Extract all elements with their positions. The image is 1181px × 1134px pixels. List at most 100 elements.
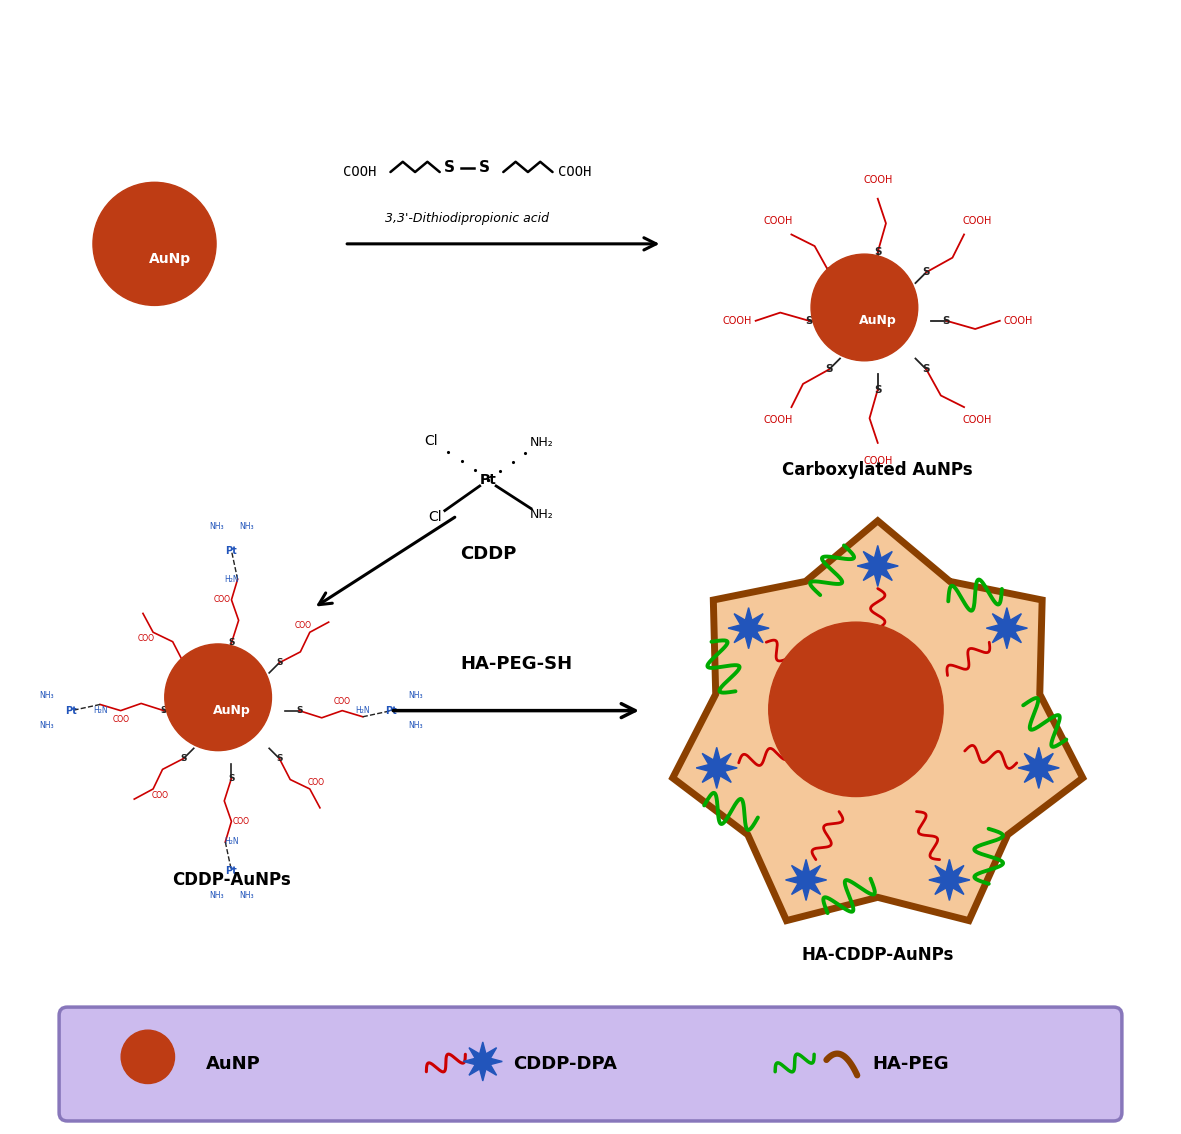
Circle shape	[111, 201, 205, 295]
Polygon shape	[463, 1042, 502, 1081]
Circle shape	[154, 1063, 156, 1065]
Circle shape	[109, 197, 207, 296]
Circle shape	[96, 185, 214, 304]
Circle shape	[152, 1060, 156, 1065]
Text: COO: COO	[138, 634, 155, 643]
Circle shape	[150, 1059, 157, 1066]
Text: AuNp: AuNp	[859, 314, 896, 328]
Text: NH₃: NH₃	[409, 691, 423, 700]
Circle shape	[830, 683, 907, 760]
Circle shape	[821, 675, 912, 765]
Text: S: S	[228, 773, 235, 782]
Text: COOH: COOH	[764, 415, 794, 425]
Circle shape	[860, 713, 888, 742]
Circle shape	[136, 1044, 165, 1075]
Text: HA-PEG: HA-PEG	[873, 1055, 950, 1073]
Text: S: S	[826, 364, 833, 374]
Circle shape	[136, 226, 190, 280]
Circle shape	[852, 294, 894, 337]
Circle shape	[139, 228, 188, 278]
Circle shape	[118, 206, 201, 290]
Circle shape	[133, 1042, 168, 1076]
Circle shape	[839, 692, 901, 755]
Circle shape	[864, 718, 886, 739]
Text: COO: COO	[334, 697, 351, 705]
Circle shape	[142, 1050, 163, 1072]
Circle shape	[187, 666, 259, 738]
Circle shape	[834, 687, 903, 758]
Circle shape	[120, 210, 200, 289]
Circle shape	[864, 307, 886, 329]
Text: CDDP-AuNPs: CDDP-AuNPs	[172, 871, 291, 889]
Text: S: S	[181, 754, 187, 763]
Text: COOH: COOH	[342, 166, 377, 179]
Text: COOH: COOH	[1004, 315, 1033, 325]
Circle shape	[122, 1030, 175, 1083]
Circle shape	[142, 231, 187, 276]
Circle shape	[218, 697, 240, 719]
Text: COOH: COOH	[559, 166, 592, 179]
Circle shape	[123, 1032, 174, 1083]
Circle shape	[167, 256, 171, 261]
Circle shape	[200, 678, 250, 730]
Text: Pt: Pt	[479, 473, 496, 486]
Polygon shape	[729, 608, 769, 649]
Polygon shape	[857, 545, 899, 586]
Circle shape	[189, 668, 257, 736]
Text: COOH: COOH	[723, 315, 752, 325]
Circle shape	[149, 238, 183, 272]
Text: S: S	[161, 706, 167, 716]
Text: H₂N: H₂N	[93, 706, 107, 716]
Circle shape	[178, 658, 263, 743]
Circle shape	[99, 188, 213, 302]
Text: S: S	[479, 160, 490, 176]
Circle shape	[803, 657, 922, 776]
Text: NH₂: NH₂	[529, 508, 553, 522]
Circle shape	[854, 297, 892, 336]
Circle shape	[131, 1040, 169, 1078]
Circle shape	[130, 219, 194, 284]
Circle shape	[822, 264, 912, 355]
Text: S: S	[443, 160, 455, 176]
Text: S: S	[181, 658, 187, 667]
Text: Cl: Cl	[428, 509, 442, 524]
Circle shape	[833, 276, 905, 348]
Text: AuNp: AuNp	[213, 704, 250, 717]
Circle shape	[176, 654, 265, 744]
Circle shape	[137, 1047, 165, 1074]
Circle shape	[856, 710, 890, 744]
Text: COOH: COOH	[863, 456, 893, 466]
Text: H₂N: H₂N	[224, 837, 239, 846]
Circle shape	[215, 695, 241, 720]
Text: Pt: Pt	[386, 705, 397, 716]
Circle shape	[843, 696, 899, 752]
Circle shape	[852, 705, 894, 747]
Text: S: S	[942, 315, 951, 325]
Text: HA-PEG-SH: HA-PEG-SH	[461, 655, 573, 674]
Circle shape	[814, 256, 916, 359]
Circle shape	[129, 1038, 170, 1078]
Circle shape	[135, 1043, 167, 1075]
Circle shape	[824, 268, 909, 353]
Circle shape	[144, 1052, 161, 1069]
Circle shape	[126, 1035, 171, 1081]
Circle shape	[139, 1049, 163, 1073]
Polygon shape	[673, 521, 1083, 921]
Text: H₂N: H₂N	[355, 706, 370, 716]
Circle shape	[817, 670, 914, 768]
Circle shape	[168, 646, 269, 750]
Text: S: S	[874, 384, 881, 395]
Circle shape	[151, 240, 181, 270]
Circle shape	[795, 649, 927, 781]
Circle shape	[816, 260, 914, 357]
Text: NH₃: NH₃	[40, 721, 54, 730]
Text: Pt: Pt	[226, 545, 237, 556]
Circle shape	[837, 281, 902, 345]
Circle shape	[126, 217, 196, 285]
Circle shape	[138, 1048, 164, 1073]
Text: S: S	[276, 658, 282, 667]
Circle shape	[143, 1051, 162, 1070]
Circle shape	[133, 222, 193, 281]
Circle shape	[830, 273, 907, 349]
Text: H₂N: H₂N	[224, 575, 239, 584]
